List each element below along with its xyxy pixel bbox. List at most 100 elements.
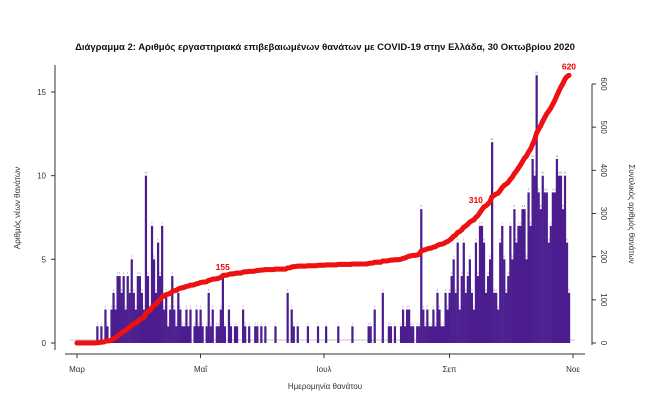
bar-value-label: 3 — [495, 289, 497, 292]
bar-value-label: 1 — [275, 322, 277, 325]
bar-day-151 — [381, 292, 384, 343]
bar-value-label: 7 — [501, 222, 503, 225]
bar-day-197 — [474, 242, 478, 343]
bar-value-label: 2 — [439, 306, 441, 309]
bar-value-label: 3 — [141, 289, 143, 292]
bar-value-label: 3 — [449, 289, 451, 292]
y-tick-label: 0 — [42, 339, 47, 348]
bar-value-label: 1 — [184, 322, 186, 325]
bar-value-label: 2 — [447, 306, 449, 309]
bar-value-label: 6 — [566, 239, 568, 242]
y2-tick-label: 200 — [599, 250, 608, 264]
bar-value-label: 1 — [435, 322, 437, 325]
bar-value-label: 7 — [520, 222, 522, 225]
bar-value-label: 8 — [540, 205, 542, 208]
bar-day-20 — [116, 276, 119, 343]
bar-day-119 — [316, 326, 320, 343]
bar-day-29 — [134, 309, 137, 343]
bar-value-label: 1 — [216, 322, 218, 325]
bar-day-39 — [154, 292, 158, 343]
bar-day-190 — [460, 276, 463, 343]
bar-day-14 — [104, 309, 107, 343]
bar-value-label: 1 — [198, 322, 200, 325]
bar-day-55 — [187, 326, 190, 343]
bar-day-189 — [458, 309, 461, 343]
bar-day-42 — [161, 225, 164, 343]
bar-day-203 — [486, 276, 490, 343]
bar-day-184 — [448, 292, 451, 343]
bar-value-label: 1 — [416, 322, 418, 325]
bar-value-label: 1 — [317, 322, 319, 325]
bar-day-239 — [559, 175, 563, 343]
bar-value-label: 2 — [186, 306, 188, 309]
bar-value-label: 1 — [188, 322, 190, 325]
bar-day-27 — [130, 259, 133, 343]
bar-day-241 — [563, 175, 567, 343]
bar-value-label: 4 — [123, 272, 125, 275]
bar-day-212 — [505, 292, 508, 343]
bar-day-163 — [405, 309, 409, 343]
bar-value-label: 1 — [234, 322, 236, 325]
bar-day-199 — [478, 225, 482, 343]
bar-value-label: 6 — [475, 239, 477, 242]
bar-value-label: 4 — [147, 272, 149, 275]
bar-value-label: 3 — [471, 289, 473, 292]
bar-day-174 — [428, 326, 431, 343]
bar-value-label: 3 — [287, 289, 289, 292]
bar-value-label: 1 — [297, 322, 299, 325]
bar-value-label: 1 — [412, 322, 414, 325]
bar-value-label: 2 — [196, 306, 198, 309]
bar-value-label: 1 — [394, 322, 396, 325]
bar-value-label: 5 — [469, 255, 471, 258]
bar-value-label: 2 — [163, 306, 165, 309]
bar-value-label: 5 — [503, 255, 505, 258]
bar-value-label: 2 — [374, 306, 376, 309]
cumulative-point — [556, 88, 562, 94]
x-tick-label: Σεπ — [442, 365, 457, 374]
bar-day-210 — [501, 225, 504, 343]
bar-value-label: 7 — [481, 222, 483, 225]
bar-value-label: 1 — [431, 322, 433, 325]
bar-value-label: 2 — [497, 306, 499, 309]
bar-day-98 — [274, 326, 277, 343]
cumulative-point — [528, 146, 533, 152]
bar-value-label: 2 — [173, 306, 175, 309]
bar-value-label: 2 — [212, 306, 214, 309]
bar-value-label: 3 — [465, 289, 467, 292]
bar-day-69 — [215, 326, 218, 343]
y2-tick-label: 100 — [599, 293, 608, 307]
bar-day-207 — [495, 292, 498, 343]
bar-value-label: 1 — [248, 322, 250, 325]
bar-value-label: 2 — [200, 306, 202, 309]
bar-day-48 — [173, 309, 176, 343]
bar-day-183 — [446, 309, 449, 343]
bar-day-216 — [513, 209, 516, 343]
bar-day-238 — [557, 175, 561, 343]
bar-day-28 — [132, 292, 135, 343]
y2-axis-label: Συνολικός αριθμός θανάτων — [627, 164, 636, 263]
bar-value-label: 4 — [508, 272, 510, 275]
bar-value-label: 7 — [161, 222, 163, 225]
bar-day-53 — [183, 326, 186, 343]
bar-day-40 — [156, 242, 160, 343]
bar-day-44 — [165, 292, 168, 343]
bar-value-label: 3 — [208, 289, 210, 292]
bar-day-188 — [456, 242, 459, 343]
bar-day-38 — [152, 259, 156, 343]
bar-value-label: 2 — [402, 306, 404, 309]
bar-day-195 — [470, 292, 473, 343]
bar-day-218 — [517, 225, 520, 343]
bar-value-label: 1 — [418, 322, 420, 325]
bar-value-label: 1 — [425, 322, 427, 325]
cumulative-point — [530, 142, 535, 147]
bar-value-label: 1 — [261, 322, 263, 325]
bar-value-label: 1 — [236, 322, 238, 325]
bar-day-175 — [430, 326, 433, 343]
bar-day-51 — [179, 309, 182, 343]
bar-value-label: 2 — [459, 306, 461, 309]
bar-value-label: 4 — [171, 272, 173, 275]
bar-value-label: 1 — [244, 322, 246, 325]
bar-value-label: 5 — [153, 255, 155, 258]
bar-day-230 — [541, 175, 544, 343]
